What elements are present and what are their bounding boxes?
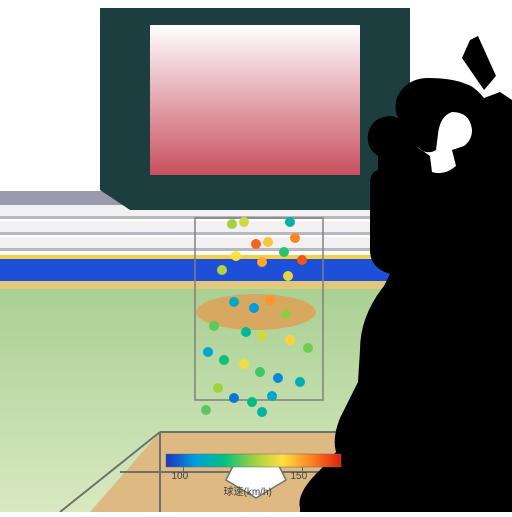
pitch-location-chart: 100 150 球速(km/h) (0, 0, 512, 512)
colorbar-tick-label: 150 (291, 471, 308, 482)
colorbar-tick-layer: 100 150 (0, 0, 512, 512)
colorbar-tick-label: 100 (172, 471, 189, 482)
colorbar-label: 球速(km/h) (224, 483, 272, 498)
